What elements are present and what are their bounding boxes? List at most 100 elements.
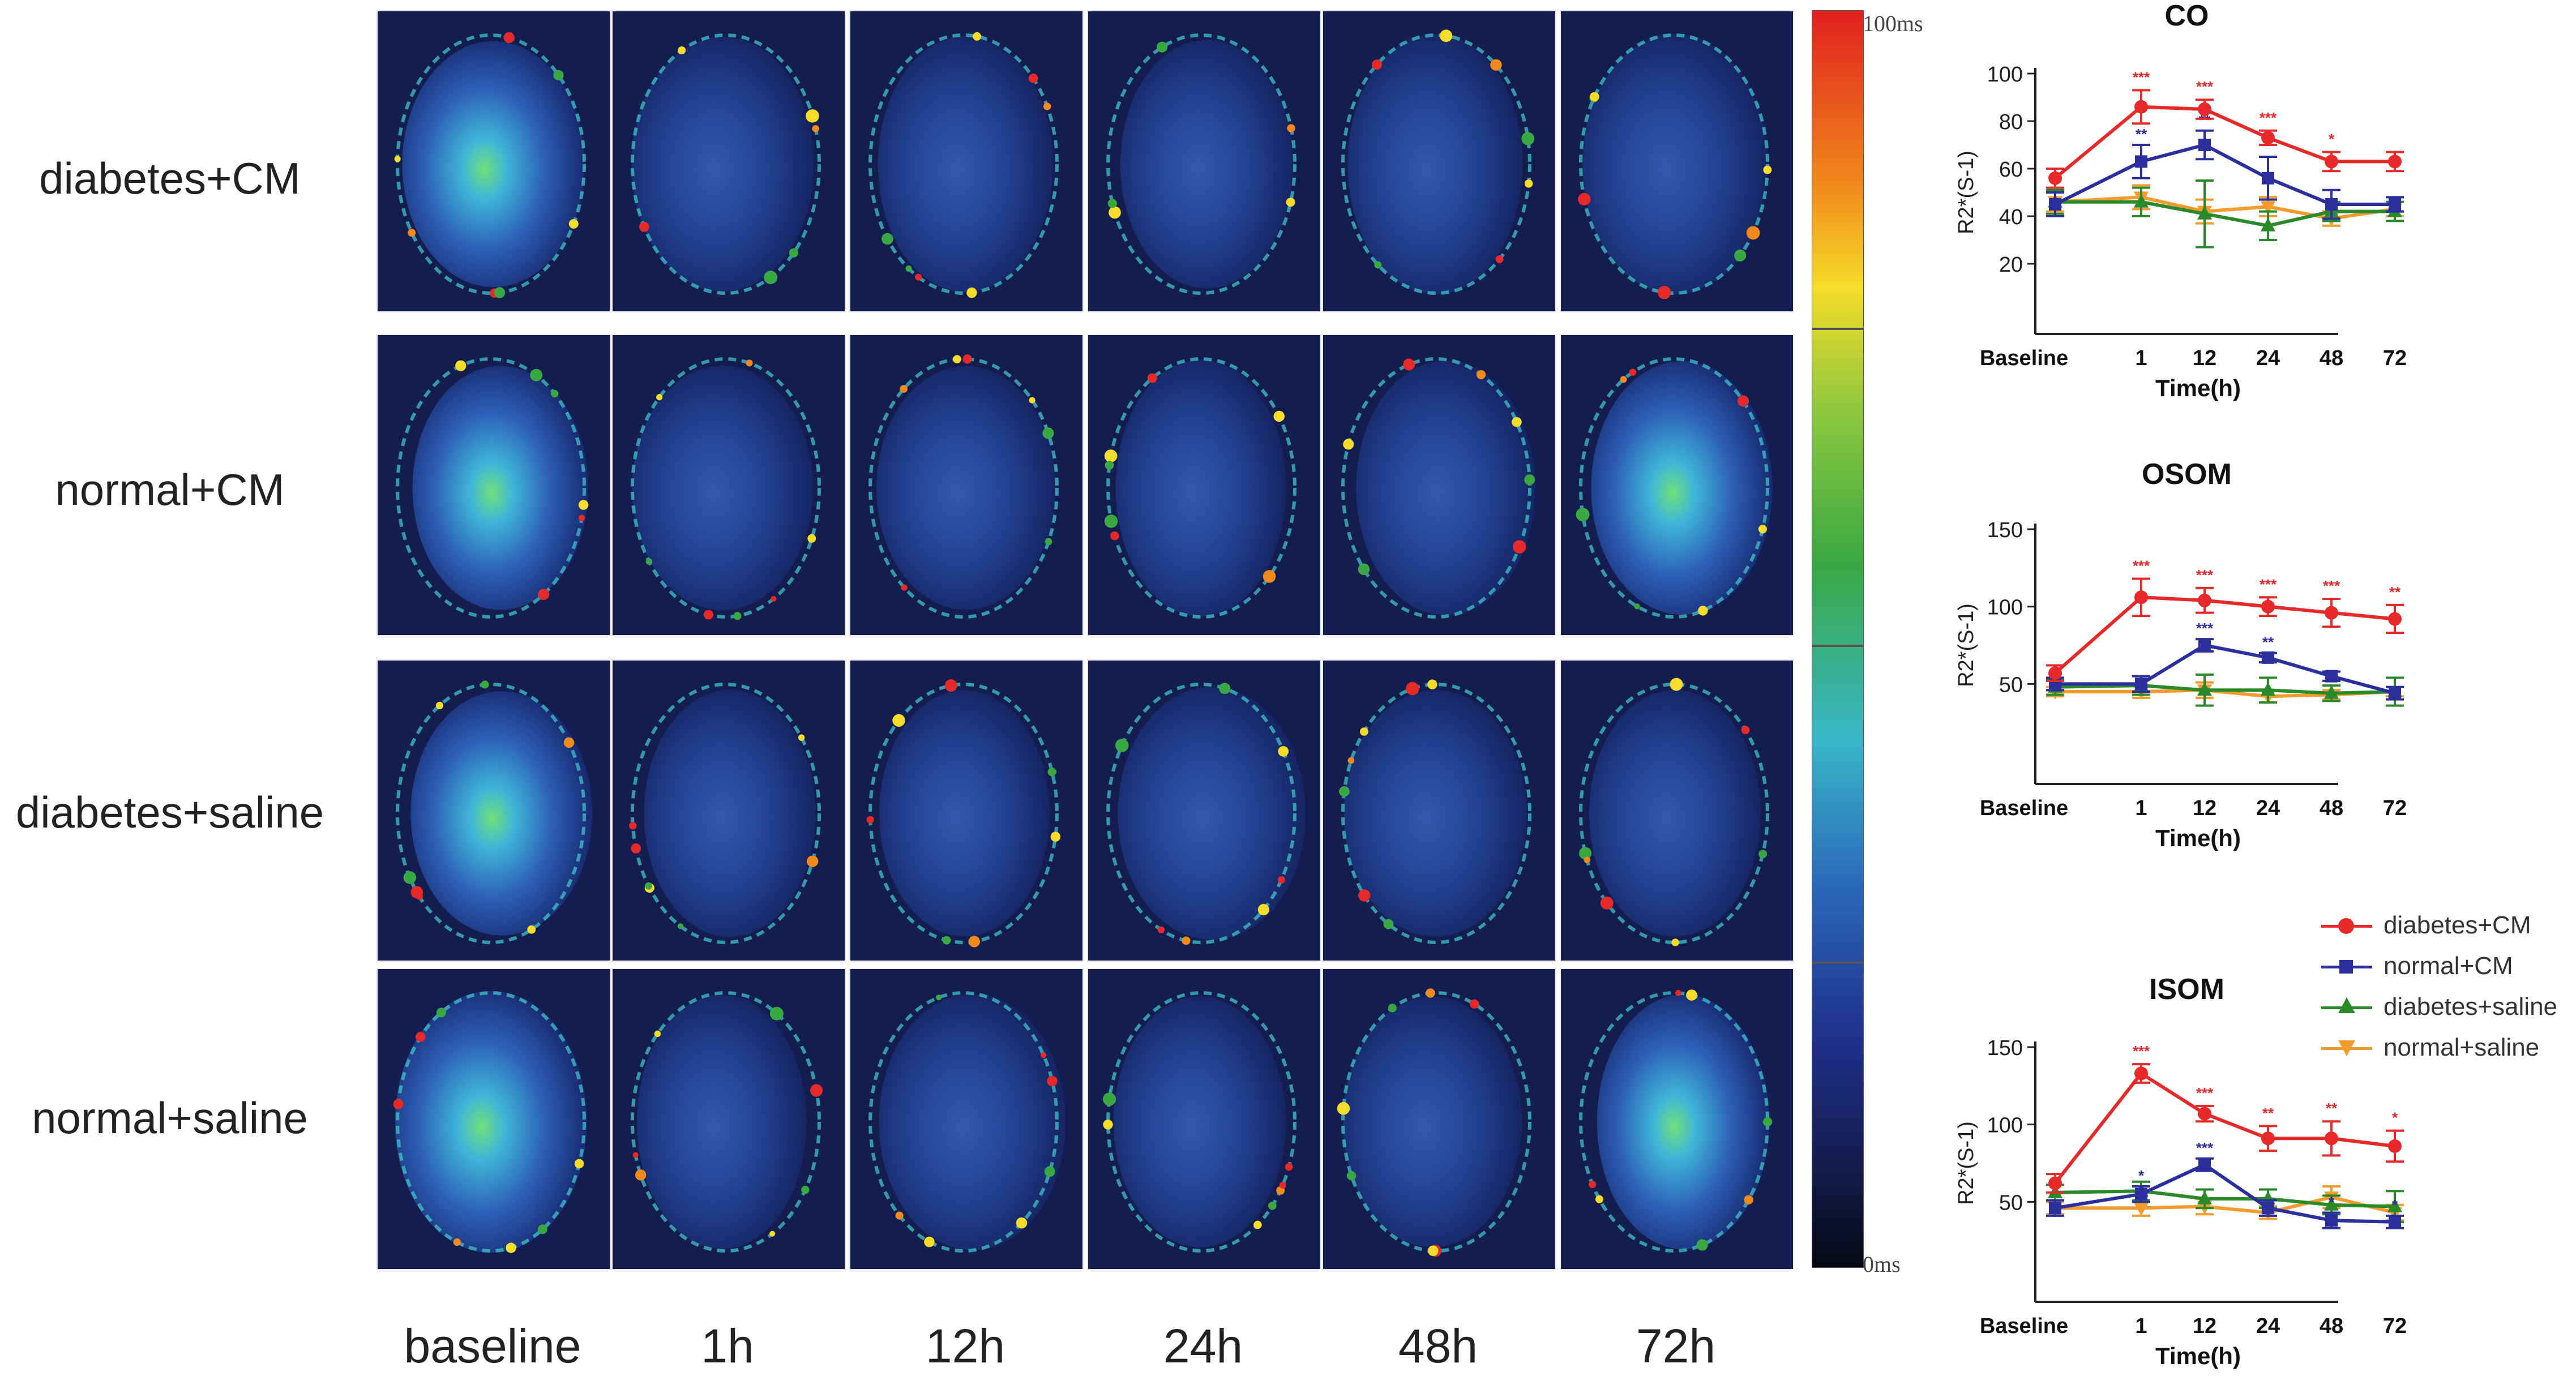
significance-label: * (2329, 131, 2335, 148)
significance-label: * (2138, 1167, 2145, 1184)
series-normal-cm: ***** * (2046, 1139, 2404, 1229)
data-point (2325, 1214, 2338, 1227)
y-tick-label: 50 (1999, 1191, 2023, 1215)
data-point (2261, 682, 2275, 696)
mri-image-diabetes-saline-1h (611, 659, 846, 962)
data-point (2134, 590, 2148, 605)
data-point (2197, 205, 2212, 220)
mri-image-normal-saline-1h (611, 968, 846, 1270)
legend-item-normal-cm: normal+CM (2321, 946, 2570, 987)
row-label-normal-saline: normal+saline (32, 1093, 308, 1143)
series-diabetes-saline (2046, 179, 2404, 248)
data-point (2049, 1202, 2061, 1215)
legend-triangle-up-marker (2338, 997, 2355, 1013)
mri-image-diabetes-saline-baseline (376, 659, 611, 962)
y-tick-label: 150 (1987, 1036, 2023, 1060)
colorbar-divider (1812, 328, 1863, 330)
series-line-diabetes-saline (2055, 684, 2395, 695)
y-axis-label: R2*(S-1) (1954, 1121, 1978, 1205)
mri-image-normal-cm-48h (1322, 334, 1556, 636)
mri-image-diabetes-cm-72h (1560, 10, 1794, 312)
data-point (2325, 606, 2338, 620)
x-tick-label: Baseline (1980, 1314, 2068, 1338)
significance-label: *** (2133, 557, 2150, 574)
x-tick-label: 24 (2256, 796, 2280, 820)
mri-image-diabetes-cm-24h (1087, 10, 1321, 312)
data-point (2324, 685, 2339, 699)
data-point (2325, 670, 2338, 683)
y-tick-label: 80 (1999, 110, 2023, 134)
series-line-diabetes-saline (2055, 1189, 2395, 1208)
x-tick-label: 72 (2383, 796, 2407, 820)
y-tick-label: 100 (1987, 596, 2023, 620)
significance-label: ** (2389, 584, 2401, 601)
data-point (2261, 217, 2275, 232)
data-point (2134, 1202, 2149, 1216)
col-label-72h: 72h (1636, 1319, 1716, 1373)
mri-image-diabetes-cm-1h (611, 10, 846, 312)
mri-image-normal-cm-72h (1560, 334, 1794, 636)
mri-image-diabetes-saline-48h (1322, 659, 1556, 962)
mri-image-normal-cm-12h (849, 334, 1084, 636)
data-point (2325, 198, 2338, 211)
colorbar (1812, 10, 1864, 1268)
mri-image-diabetes-saline-24h (1087, 659, 1321, 962)
data-point (2049, 198, 2061, 211)
x-tick-label: 72 (2383, 346, 2407, 370)
x-tick-label: 48 (2320, 1314, 2343, 1338)
x-tick-label: Baseline (1980, 346, 2068, 370)
y-tick-label: 20 (1999, 253, 2023, 277)
significance-label: *** (2196, 620, 2214, 637)
data-point (2389, 1215, 2401, 1228)
data-point (2048, 1176, 2062, 1190)
data-point (2389, 198, 2401, 211)
col-label-1h: 1h (701, 1319, 754, 1373)
x-tick-label: 1 (2135, 346, 2147, 370)
significance-label: *** (2133, 1043, 2150, 1060)
col-label-12h: 12h (925, 1319, 1005, 1373)
data-point (2388, 155, 2402, 169)
x-tick-label: 12 (2193, 796, 2216, 820)
significance-label: ** (2136, 126, 2147, 143)
data-point (2134, 194, 2149, 208)
y-tick-label: 100 (1987, 1114, 2023, 1138)
chart-co: CO 20 40 60 80 100 R2*(S-1) Baseline 1 12 24 48 72 Ti… (1954, 0, 2407, 401)
significance-label: ** (2262, 634, 2274, 651)
significance-label: * (2392, 1109, 2398, 1126)
data-point (2048, 171, 2062, 185)
series-line-normal-cm (2055, 1163, 2395, 1224)
data-point (2388, 612, 2402, 626)
mri-image-diabetes-cm-48h (1322, 10, 1556, 312)
series-diabetes-saline (2046, 673, 2404, 707)
data-point (2198, 593, 2211, 607)
data-point (2262, 172, 2274, 185)
data-point (2135, 678, 2147, 691)
x-axis-label: Time(h) (2155, 825, 2241, 851)
col-label-baseline: baseline (404, 1319, 581, 1373)
mri-image-diabetes-saline-72h (1560, 659, 1794, 962)
colorbar-top-label: 100ms (1863, 11, 1923, 36)
x-tick-label: 24 (2256, 1314, 2280, 1338)
series-line-diabetes-cm (2054, 595, 2395, 675)
mri-image-diabetes-cm-12h (849, 10, 1084, 312)
significance-label: *** (2260, 576, 2277, 593)
row-label-normal-cm: normal+CM (55, 465, 285, 515)
significance-label: *** (2260, 109, 2277, 126)
mri-image-diabetes-cm-baseline (376, 10, 611, 312)
series-line-normal-cm (2055, 643, 2395, 695)
y-axis-label: R2*(S-1) (1954, 603, 1978, 687)
data-point (2134, 1066, 2148, 1081)
legend-item-diabetes-saline: diabetes+saline (2321, 987, 2570, 1028)
colorbar-bottom-label: 0ms (1863, 1251, 1901, 1277)
colorbar-divider (1812, 962, 1863, 964)
series-line-diabetes-saline (2055, 200, 2395, 228)
col-label-24h: 24h (1163, 1319, 1243, 1373)
x-tick-label: Baseline (1980, 796, 2068, 820)
series-line-normal-cm (2054, 143, 2395, 206)
data-point (2198, 102, 2211, 116)
x-tick-label: 1 (2135, 1314, 2147, 1338)
data-point (2262, 651, 2274, 664)
x-tick-label: 1 (2135, 796, 2147, 820)
x-axis-label: Time(h) (2155, 1343, 2241, 1369)
mri-image-normal-cm-baseline (376, 334, 611, 636)
